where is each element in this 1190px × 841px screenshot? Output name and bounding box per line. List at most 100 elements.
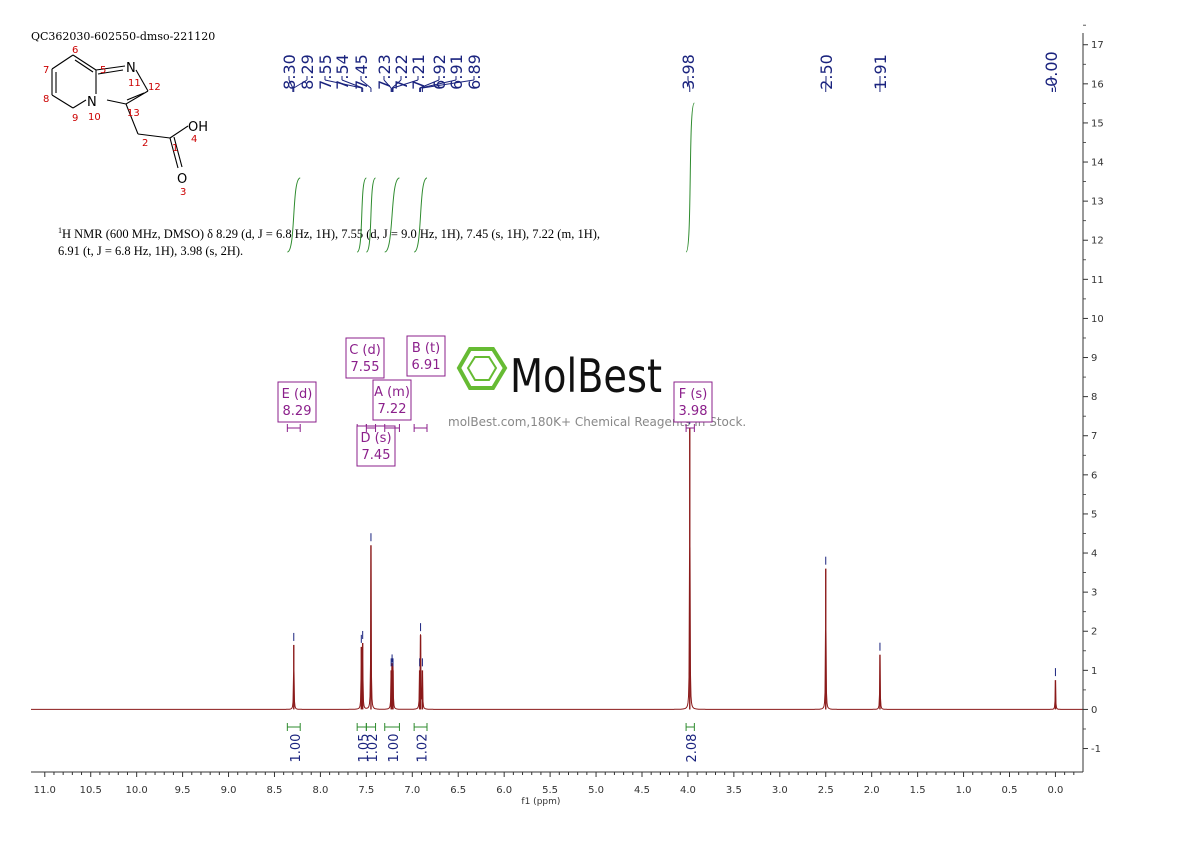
integral-curve bbox=[365, 177, 377, 253]
peak-connector bbox=[422, 79, 475, 89]
x-tick-label: 8.0 bbox=[312, 785, 328, 796]
x-tick-label: 3.0 bbox=[772, 785, 788, 796]
multiplet-shift: 7.45 bbox=[362, 448, 391, 463]
peak-connector bbox=[1050, 79, 1056, 89]
multiplet-box bbox=[406, 335, 446, 377]
y-tick-label: 9 bbox=[1091, 353, 1097, 364]
y-tick-label: 1 bbox=[1091, 666, 1097, 677]
integral-value: 1.02 bbox=[416, 734, 431, 763]
peak-shift-label: 1.91 bbox=[871, 54, 890, 90]
atom-num-1: 1 bbox=[172, 143, 178, 154]
y-tick-label: 3 bbox=[1091, 588, 1097, 599]
atom-n10: N bbox=[87, 95, 97, 110]
peak-shift-label: 7.45 bbox=[352, 54, 371, 90]
x-tick-label: 6.0 bbox=[496, 785, 512, 796]
x-tick-label: 10.5 bbox=[80, 785, 102, 796]
x-tick-label: 4.5 bbox=[634, 785, 650, 796]
peak-connector bbox=[383, 79, 392, 89]
y-tick-label: 16 bbox=[1091, 79, 1104, 90]
y-tick-label: 14 bbox=[1091, 158, 1104, 169]
multiplet-shift: 3.98 bbox=[679, 404, 708, 419]
integral-value: 1.00 bbox=[387, 734, 402, 763]
peak-connector bbox=[687, 79, 691, 89]
atom-oh: OH bbox=[188, 120, 208, 135]
peak-shift-label: 2.50 bbox=[817, 54, 836, 90]
integral-curve bbox=[286, 177, 301, 253]
peak-shift-label: 7.21 bbox=[409, 54, 428, 90]
peak-shift-label: 7.23 bbox=[375, 54, 394, 90]
y-tick-label: 17 bbox=[1091, 40, 1104, 51]
integral-curve bbox=[356, 177, 367, 253]
peak-connector bbox=[293, 79, 308, 89]
x-tick-label: 5.0 bbox=[588, 785, 604, 796]
multiplet-name: E (d) bbox=[282, 387, 313, 402]
atom-num-3: 3 bbox=[180, 187, 186, 198]
multiplet-box bbox=[673, 381, 713, 423]
peak-shift-label: 6.89 bbox=[465, 54, 484, 90]
x-tick-label: 1.0 bbox=[956, 785, 972, 796]
y-tick-label: 11 bbox=[1091, 275, 1104, 286]
x-tick-label: 5.5 bbox=[542, 785, 558, 796]
y-tick-label: 4 bbox=[1091, 549, 1097, 560]
atom-o: O bbox=[177, 172, 187, 187]
x-tick-label: 10.0 bbox=[126, 785, 148, 796]
x-tick-label: 0.0 bbox=[1047, 785, 1063, 796]
peak-connector bbox=[288, 79, 294, 89]
x-tick-label: 3.5 bbox=[726, 785, 742, 796]
integral-value: 1.02 bbox=[366, 734, 381, 763]
x-tick-label: 11.0 bbox=[34, 785, 56, 796]
multiplet-shift: 7.22 bbox=[378, 402, 407, 417]
y-tick-label: 0 bbox=[1091, 705, 1097, 716]
x-tick-label: 7.0 bbox=[404, 785, 420, 796]
peak-shift-label: 6.92 bbox=[430, 54, 449, 90]
integral-curve bbox=[685, 102, 695, 253]
atom-num-7: 7 bbox=[43, 65, 49, 76]
integral-value: 1.05 bbox=[357, 734, 372, 763]
integral-curve bbox=[384, 177, 400, 253]
atom-num-11: 11 bbox=[128, 78, 141, 89]
multiplet-shift: 6.91 bbox=[412, 358, 441, 373]
y-tick-label: 6 bbox=[1091, 470, 1097, 481]
watermark-brand: MolBest bbox=[510, 349, 662, 403]
atom-num-9: 9 bbox=[72, 113, 78, 124]
x-tick-label: 9.5 bbox=[175, 785, 191, 796]
x-tick-label: 9.0 bbox=[221, 785, 237, 796]
x-tick-label: 6.5 bbox=[450, 785, 466, 796]
x-axis-label: f1 (ppm) bbox=[521, 797, 560, 807]
peak-connector bbox=[341, 79, 363, 89]
x-tick-label: 7.5 bbox=[358, 785, 374, 796]
y-tick-label: 12 bbox=[1091, 236, 1104, 247]
watermark-tagline: molBest.com,180K+ Chemical Reagents In S… bbox=[448, 415, 746, 429]
peak-shift-label: 7.22 bbox=[392, 54, 411, 90]
peak-shift-label: 7.54 bbox=[333, 54, 352, 90]
multiplet-name: D (s) bbox=[360, 431, 391, 446]
peak-shift-label: 6.91 bbox=[447, 54, 466, 90]
x-tick-label: 2.0 bbox=[864, 785, 880, 796]
peak-shift-label: 8.29 bbox=[298, 54, 317, 90]
peak-connector bbox=[360, 79, 372, 89]
nmr-description: 1H NMR (600 MHz, DMSO) δ 8.29 (d, J = 6.… bbox=[58, 222, 618, 260]
y-tick-label: 15 bbox=[1091, 118, 1104, 129]
atom-num-8: 8 bbox=[43, 94, 49, 105]
multiplet-box bbox=[372, 379, 412, 421]
integral-value: 2.08 bbox=[685, 734, 700, 763]
multiplet-name: C (d) bbox=[349, 343, 381, 358]
peak-connector bbox=[419, 79, 440, 89]
atom-num-4: 4 bbox=[191, 134, 197, 145]
atom-num-5: 5 bbox=[100, 65, 106, 76]
nmr-description-text: H NMR (600 MHz, DMSO) δ 8.29 (d, J = 6.8… bbox=[58, 227, 601, 259]
multiplet-shift: 7.55 bbox=[351, 360, 380, 375]
y-tick-label: 10 bbox=[1091, 314, 1104, 325]
x-tick-label: 8.5 bbox=[267, 785, 283, 796]
integral-value: 1.00 bbox=[289, 734, 304, 763]
y-tick-label: -1 bbox=[1091, 744, 1101, 755]
y-tick-label: 8 bbox=[1091, 392, 1097, 403]
x-tick-label: 0.5 bbox=[1002, 785, 1018, 796]
peak-shift-label: -0.00 bbox=[1042, 51, 1061, 92]
peak-connector bbox=[392, 79, 419, 89]
peak-connector bbox=[391, 79, 402, 89]
multiplet-name: A (m) bbox=[374, 385, 410, 400]
x-tick-label: 4.0 bbox=[680, 785, 696, 796]
peak-shift-label: 3.98 bbox=[679, 54, 698, 90]
